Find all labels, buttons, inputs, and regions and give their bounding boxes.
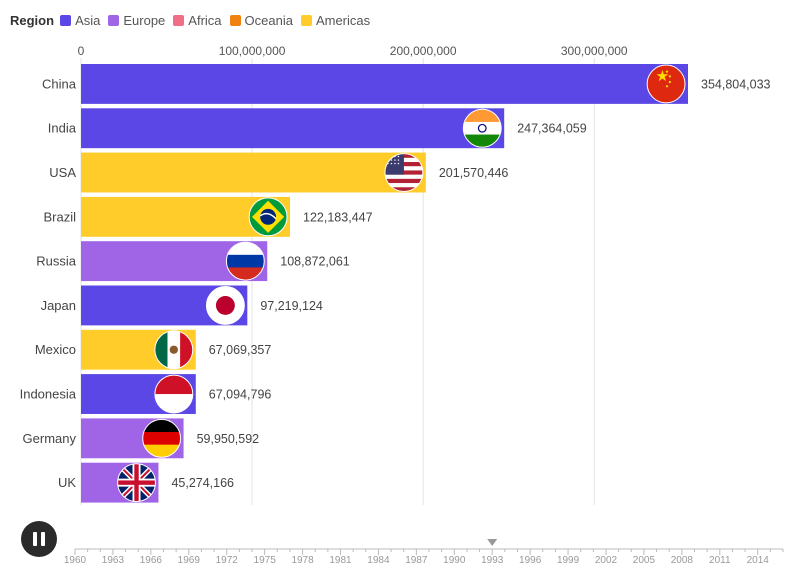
value-label: 247,364,059 [517, 122, 587, 136]
indonesia-flag-icon [154, 374, 194, 414]
legend-swatch [108, 14, 120, 26]
value-label: 97,219,124 [260, 299, 323, 313]
timeline-year-label: 1981 [329, 555, 352, 566]
bar-group: India 247,364,059 [48, 108, 587, 149]
value-label: 122,183,447 [303, 210, 373, 224]
category-label: Germany [23, 431, 77, 446]
legend-item-europe[interactable]: Europe [108, 13, 165, 28]
category-label: China [42, 76, 77, 91]
legend-swatch [300, 14, 312, 26]
legend: Region Asia Europe Africa Oceania Americas [10, 10, 378, 30]
mexico-flag-icon [154, 330, 194, 370]
timeline-year-label: 2008 [671, 555, 694, 566]
bar-group: Mexico 67,069,357 [35, 329, 272, 370]
bar[interactable] [81, 108, 505, 149]
bar-chart: 0 100,000,000 200,000,000 300,000,000 China ★… [20, 44, 771, 505]
timeline-year-label: 1990 [443, 555, 466, 566]
bar-group: Brazil 122,183,447 [43, 196, 373, 237]
brazil-flag-icon [248, 197, 288, 237]
value-label: 108,872,061 [280, 255, 350, 269]
value-label: 59,950,592 [197, 432, 260, 446]
bar-group: China ★ 354,804,033 [42, 64, 771, 104]
value-label: 67,069,357 [209, 343, 272, 357]
japan-flag-icon [205, 286, 245, 325]
timeline-year-label: 1993 [481, 555, 504, 566]
svg-text:★: ★ [656, 67, 670, 85]
timeline-year-label: 1975 [254, 555, 277, 566]
timeline-slider[interactable]: 1960 1963 1966 1969 1972 1975 1978 1981 1984 1987… [0, 510, 796, 575]
value-label: 45,274,166 [171, 476, 234, 490]
legend-item-asia[interactable]: Asia [60, 13, 100, 28]
bar-group: Japan 97,219,124 [41, 285, 323, 326]
timeline-year-label: 2005 [633, 555, 656, 566]
bar-group: Germany 59,950,592 [23, 418, 260, 459]
pause-button[interactable] [21, 521, 57, 557]
bar-group: USA 201,570,446 [49, 152, 509, 193]
timeline-year-label: 1966 [140, 555, 163, 566]
value-label: 354,804,033 [701, 77, 771, 91]
timeline-year-label: 2014 [747, 555, 770, 566]
timeline-year-label: 1984 [367, 555, 390, 566]
legend-swatch [60, 14, 72, 26]
category-label: Indonesia [20, 387, 77, 402]
timeline-year-label: 1972 [216, 555, 239, 566]
india-flag-icon [462, 108, 502, 148]
category-label: Russia [36, 254, 77, 269]
bar-group: UK 45,274,166 [58, 462, 234, 503]
legend-label: Oceania [244, 12, 293, 28]
legend-item-africa[interactable]: Africa [173, 12, 222, 28]
timeline-year-label: 1996 [519, 555, 542, 566]
legend-label: Americas [315, 12, 371, 28]
bar-group: Russia 108,872,061 [36, 241, 350, 282]
timeline-year-label: 1987 [405, 555, 428, 566]
timeline-year-label: 1978 [291, 555, 314, 566]
legend-item-americas[interactable]: Americas [300, 12, 371, 28]
x-tick-label: 0 [78, 44, 85, 58]
germany-flag-icon [142, 418, 182, 458]
category-label: Japan [41, 298, 76, 313]
timeline-year-label: 2011 [709, 555, 731, 566]
usa-flag-icon [384, 153, 424, 192]
bar[interactable] [81, 64, 688, 104]
timeline-year-label: 1999 [557, 555, 580, 566]
value-label: 201,570,446 [439, 166, 509, 180]
value-label: 67,094,796 [209, 388, 272, 402]
category-label: Brazil [43, 209, 76, 224]
bar[interactable] [81, 152, 426, 193]
timeline-year-label: 1960 [64, 555, 87, 566]
legend-title: Region [10, 12, 55, 28]
category-label: Mexico [35, 342, 76, 357]
bar-group: Indonesia 67,094,796 [20, 374, 272, 414]
legend-label: Asia [75, 12, 101, 28]
x-tick-label: 100,000,000 [219, 44, 286, 58]
legend-label: Europe [123, 12, 166, 28]
category-label: USA [49, 165, 76, 180]
russia-flag-icon [225, 241, 265, 281]
x-tick-label: 200,000,000 [390, 44, 457, 58]
legend-swatch [229, 14, 241, 26]
category-label: India [48, 121, 77, 136]
timeline-year-label: 1963 [102, 555, 125, 566]
x-tick-label: 300,000,000 [561, 44, 628, 58]
timeline-year-label: 1969 [178, 555, 201, 566]
timeline-handle-icon[interactable] [487, 539, 498, 546]
uk-flag-icon [117, 463, 156, 503]
legend-label: Africa [188, 12, 222, 28]
legend-swatch [173, 14, 185, 26]
category-label: UK [58, 475, 76, 490]
china-flag-icon: ★ [646, 64, 686, 104]
timeline-year-label: 2002 [595, 555, 618, 566]
legend-item-oceania[interactable]: Oceania [229, 12, 293, 28]
pause-icon [33, 532, 37, 546]
